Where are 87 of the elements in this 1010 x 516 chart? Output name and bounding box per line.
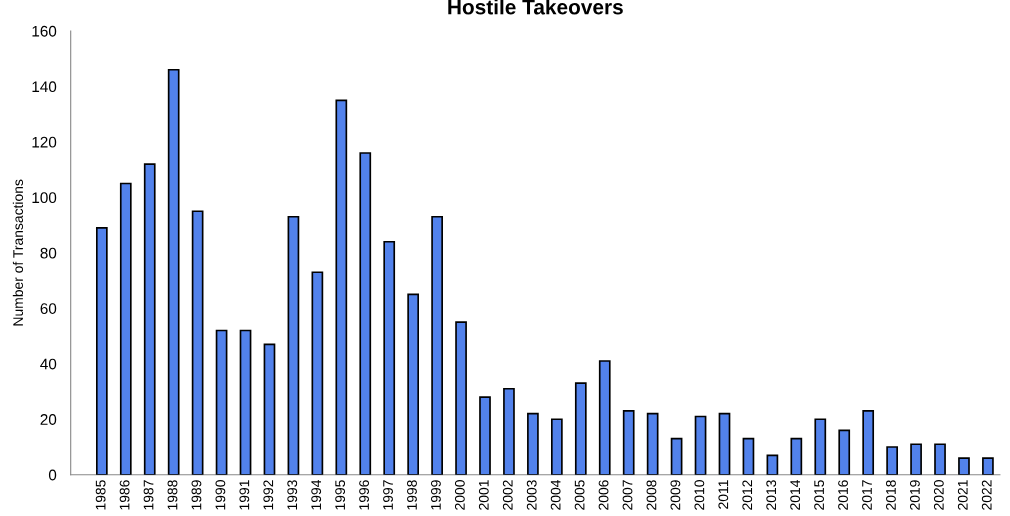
y-tick-label: 40 (40, 358, 57, 370)
bar (910, 443, 922, 475)
x-tick-label: 2003 (526, 480, 537, 510)
y-tick-label: 20 (40, 414, 57, 425)
x-tick-label: 1992 (263, 480, 274, 510)
chart-title: Hostile Takeovers (448, 0, 623, 15)
bar (814, 418, 827, 475)
bar (598, 360, 611, 475)
x-tick-label: 2012 (742, 480, 753, 510)
y-tick-label: 140 (32, 81, 57, 93)
bar (646, 412, 659, 475)
bar (239, 329, 252, 475)
y-tick-label: 100 (32, 192, 57, 204)
bar (742, 437, 755, 475)
x-tick-label: 2019 (909, 480, 920, 510)
x-tick-label: 2021 (957, 480, 968, 510)
x-tick-label: 2002 (502, 480, 513, 510)
bar (550, 418, 563, 475)
y-tick-label: 60 (40, 303, 57, 314)
x-tick-label: 2001 (478, 480, 489, 510)
bar (503, 387, 515, 475)
x-tick-label: 2017 (862, 480, 872, 510)
x-tick-label: 2006 (598, 480, 609, 510)
bar (527, 412, 539, 475)
x-tick-label: 2016 (838, 480, 848, 510)
x-tick-label: 2011 (718, 480, 729, 509)
bar (95, 227, 108, 475)
bar (167, 68, 180, 475)
bar (694, 415, 707, 475)
bar (886, 446, 898, 475)
bar (119, 182, 132, 475)
x-tick-label: 2014 (790, 479, 801, 510)
y-tick-label: 160 (32, 25, 57, 37)
bar (407, 293, 420, 475)
bar (431, 215, 443, 475)
bar (934, 443, 946, 475)
x-tick-label: 2007 (622, 480, 633, 510)
x-tick-label: 1987 (143, 480, 154, 510)
bar (622, 410, 635, 475)
x-tick-label: 1994 (311, 479, 322, 510)
bar (838, 429, 851, 475)
bar (670, 437, 683, 475)
bar (958, 457, 970, 475)
x-tick-label: 1995 (335, 480, 346, 510)
y-axis-title: Number of Transactions (12, 179, 24, 326)
x-tick-label: 2005 (574, 480, 585, 510)
x-tick-label: 2009 (670, 480, 681, 510)
x-tick-label: 2000 (454, 480, 465, 510)
bar (215, 329, 228, 475)
bar (143, 163, 156, 475)
x-tick-label: 1991 (239, 480, 250, 510)
x-tick-label: 1999 (431, 480, 441, 510)
x-tick-label: 1990 (215, 480, 226, 510)
x-tick-label: 2010 (694, 480, 705, 510)
y-tick-label: 80 (40, 247, 57, 259)
y-tick-label: 0 (48, 469, 57, 481)
x-tick-label: 1989 (191, 480, 202, 510)
bar (383, 240, 396, 475)
x-tick-label: 1985 (95, 480, 106, 510)
x-tick-label: 2008 (646, 480, 657, 510)
y-tick-label: 120 (32, 136, 57, 148)
bar (718, 412, 731, 475)
x-tick-label: 1996 (359, 480, 369, 510)
bar (574, 382, 587, 475)
bar (982, 457, 994, 475)
bar (862, 410, 875, 475)
bar (766, 454, 779, 475)
x-tick-label: 1997 (383, 480, 393, 510)
x-tick-label: 2013 (766, 480, 777, 510)
bar (311, 271, 324, 475)
x-tick-label: 1988 (167, 480, 178, 510)
x-tick-label: 1998 (407, 480, 417, 510)
x-tick-label: 2020 (933, 480, 944, 510)
x-tick-label: 1986 (119, 480, 130, 510)
bar (287, 215, 300, 475)
x-tick-label: 1993 (287, 480, 298, 510)
x-tick-label: 2015 (814, 480, 825, 510)
bar (191, 210, 204, 475)
bar (263, 343, 276, 475)
bar (455, 321, 467, 475)
bar (479, 396, 491, 475)
x-tick-label: 2004 (550, 479, 561, 510)
bar (335, 99, 348, 475)
bar (359, 152, 372, 475)
x-tick-label: 2022 (981, 480, 992, 510)
x-tick-label: 2018 (886, 480, 896, 510)
bar (790, 437, 803, 475)
